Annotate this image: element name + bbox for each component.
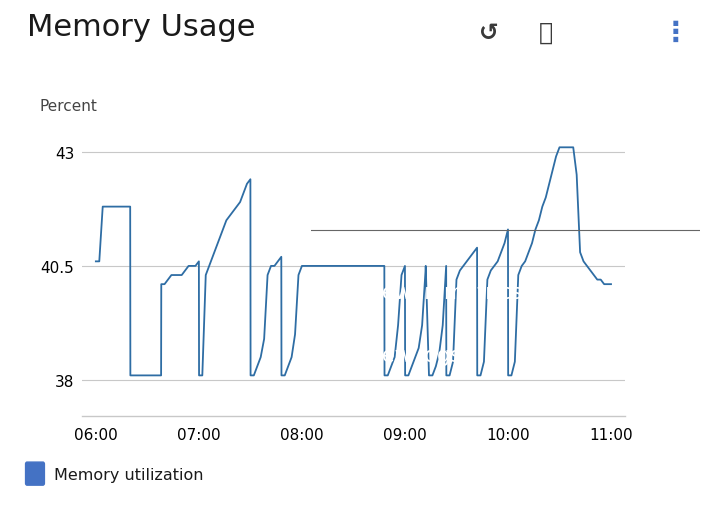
Text: ↗ View in metrics: ↗ View in metrics: [338, 282, 522, 302]
Text: ↺: ↺: [479, 21, 499, 45]
Text: Enlarge: Enlarge: [338, 120, 417, 140]
Text: ⋮: ⋮: [662, 19, 689, 47]
Text: Percent: Percent: [39, 98, 97, 114]
Text: ↗ View logs: ↗ View logs: [338, 345, 461, 365]
Text: Memory utilization: Memory utilization: [54, 467, 203, 482]
FancyBboxPatch shape: [26, 462, 44, 485]
Text: Memory Usage: Memory Usage: [27, 13, 256, 41]
Text: ⤢: ⤢: [539, 21, 553, 45]
Text: Refresh: Refresh: [338, 189, 416, 209]
